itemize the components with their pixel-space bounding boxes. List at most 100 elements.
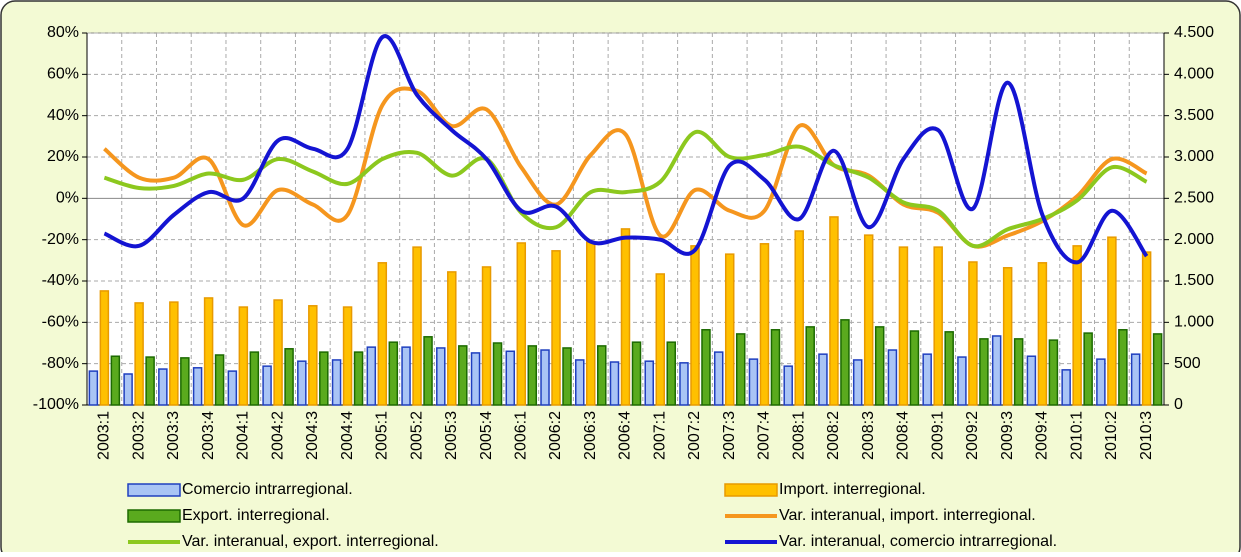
y2-tick-label: 4.000 xyxy=(1174,66,1214,83)
x-tick-label: 2008:1 xyxy=(790,411,807,460)
bar xyxy=(586,241,596,406)
bar xyxy=(644,360,654,406)
bar xyxy=(609,361,620,406)
bar xyxy=(597,345,607,406)
bar xyxy=(123,373,133,406)
bar xyxy=(319,351,329,406)
bar xyxy=(1026,355,1037,406)
bar xyxy=(273,299,283,406)
bar xyxy=(180,357,190,406)
bar xyxy=(1002,267,1013,406)
y2-tick-label: 2.500 xyxy=(1174,190,1214,207)
bar xyxy=(1152,333,1163,406)
bar xyxy=(1061,369,1071,406)
x-tick-label: 2005:2 xyxy=(408,411,425,460)
bar xyxy=(262,365,272,406)
bar xyxy=(470,352,481,406)
bar xyxy=(516,242,527,406)
x-tick-label: 2009:3 xyxy=(999,411,1016,460)
bar xyxy=(458,345,468,406)
x-tick-label: 2004:4 xyxy=(339,411,356,460)
x-tick-label: 2003:3 xyxy=(165,411,182,460)
bar xyxy=(401,346,411,406)
x-tick-label: 2004:2 xyxy=(269,411,286,460)
bar xyxy=(724,253,735,406)
x-tick-label: 2004:3 xyxy=(304,411,321,460)
x-tick-label: 2007:2 xyxy=(686,411,703,460)
legend-label: Var. interanual, comercio intrarregional… xyxy=(779,533,1057,550)
x-tick-label: 2010:2 xyxy=(1103,411,1120,460)
bar xyxy=(1096,358,1106,406)
bar xyxy=(238,306,249,406)
x-tick-label: 2005:3 xyxy=(443,411,460,460)
legend-label: Var. interanual, export. interregional. xyxy=(182,533,439,550)
bar xyxy=(366,346,377,406)
line xyxy=(103,129,1148,249)
bar xyxy=(874,326,885,406)
x-tick-label: 2008:4 xyxy=(895,411,912,460)
y2-tick-label: 3.500 xyxy=(1174,107,1214,124)
bar xyxy=(713,351,724,406)
bar xyxy=(342,306,353,406)
y-tick-label: 0% xyxy=(56,190,79,207)
bar xyxy=(1130,353,1141,406)
bar xyxy=(492,342,503,406)
bar xyxy=(447,271,457,406)
bar xyxy=(735,333,746,406)
bar xyxy=(110,355,121,406)
bar xyxy=(701,329,711,406)
y-tick-label: 60% xyxy=(47,66,79,83)
bar xyxy=(297,360,307,406)
bar xyxy=(1107,236,1117,406)
bar xyxy=(249,351,260,406)
bar xyxy=(527,345,538,406)
x-tick-label: 2006:3 xyxy=(582,411,599,460)
legend-label: Import. interregional. xyxy=(779,481,926,498)
bar xyxy=(308,305,318,406)
bar xyxy=(759,243,770,406)
bar xyxy=(1037,262,1048,406)
bar xyxy=(1141,251,1152,406)
bar xyxy=(898,246,909,406)
x-tick-label: 2004:1 xyxy=(235,411,252,460)
x-tick-label: 2008:2 xyxy=(825,411,842,460)
bar xyxy=(620,228,631,406)
x-tick-label: 2006:4 xyxy=(617,411,634,460)
x-tick-label: 2009:2 xyxy=(964,411,981,460)
bar xyxy=(505,350,516,406)
bar xyxy=(968,261,978,406)
bar xyxy=(481,266,492,406)
bar xyxy=(1118,329,1128,406)
bar xyxy=(1013,338,1024,406)
bar xyxy=(88,370,99,406)
bar xyxy=(412,246,422,406)
y2-tick-label: 0 xyxy=(1174,396,1183,413)
x-tick-label: 2010:3 xyxy=(1138,411,1155,460)
bar xyxy=(829,216,839,406)
y-tick-label: 40% xyxy=(47,107,79,124)
bar xyxy=(944,331,954,406)
bar xyxy=(818,353,828,406)
bar xyxy=(284,348,294,406)
y-tick-label: -40% xyxy=(42,272,79,289)
bar xyxy=(145,356,155,406)
bar xyxy=(922,353,932,406)
bar xyxy=(770,329,781,406)
bar xyxy=(1083,332,1093,406)
legend-label: Export. interregional. xyxy=(182,507,330,524)
bar xyxy=(562,347,572,406)
bar xyxy=(840,319,850,406)
legend-swatch xyxy=(127,483,181,497)
bar xyxy=(158,368,168,406)
bar xyxy=(690,245,700,406)
x-tick-label: 2003:1 xyxy=(96,411,113,460)
bar xyxy=(1072,245,1082,406)
bar xyxy=(214,354,225,406)
bar xyxy=(192,367,203,406)
y-tick-label: -20% xyxy=(42,231,79,248)
bar xyxy=(203,297,214,406)
bar xyxy=(423,336,433,406)
y-tick-label: -80% xyxy=(42,355,79,372)
